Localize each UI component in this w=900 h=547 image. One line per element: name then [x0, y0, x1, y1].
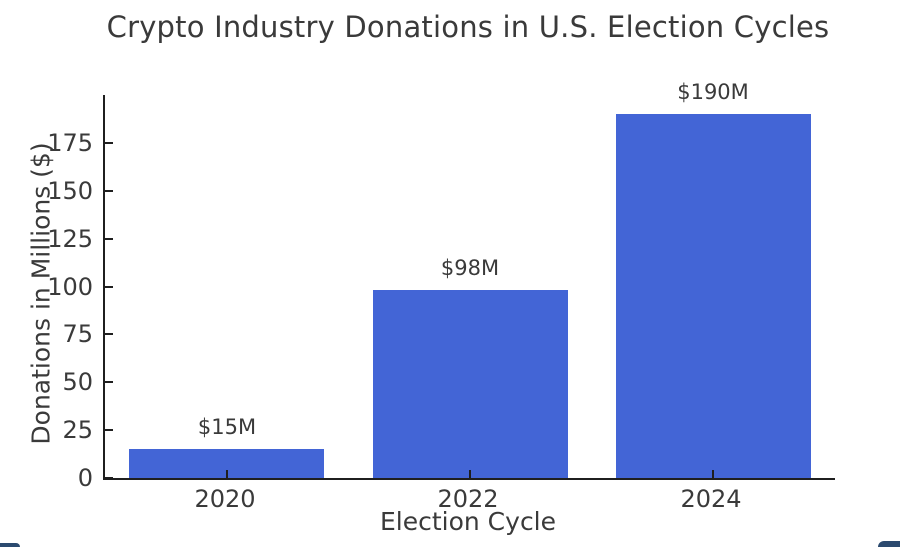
y-tick-label: 100: [47, 272, 93, 301]
bar-value-label: $190M: [677, 80, 749, 104]
y-tick-mark: [105, 237, 113, 240]
y-tick-label: 125: [47, 224, 93, 253]
y-tick-label: 75: [62, 320, 93, 349]
bar-value-label: $98M: [440, 256, 500, 280]
x-tick-mark: [712, 470, 714, 478]
bar-value-label: $15M: [197, 415, 257, 439]
y-tick-label: 25: [62, 416, 93, 445]
y-tick-mark: [105, 333, 113, 336]
y-tick-mark: [105, 381, 113, 384]
x-tick-mark: [226, 470, 228, 478]
y-tick-label: 175: [47, 128, 93, 157]
y-tick-mark: [105, 189, 113, 192]
y-tick-label: 50: [62, 368, 93, 397]
y-tick-label: 150: [47, 176, 93, 205]
bottom-left-accent: [0, 543, 20, 547]
x-tick-mark: [469, 470, 471, 478]
x-tick-label: 2024: [680, 485, 742, 513]
y-tick-mark: [105, 141, 113, 144]
chart-title: Crypto Industry Donations in U.S. Electi…: [106, 10, 830, 44]
y-tick-mark: [105, 477, 113, 479]
x-tick-label: 2022: [437, 485, 499, 513]
bar-2022: [373, 290, 568, 478]
plot-area: $15M $98M $190M: [103, 80, 835, 480]
y-tick-label: 0: [77, 464, 93, 492]
y-tick-mark: [105, 285, 113, 288]
y-tick-mark: [105, 429, 113, 432]
x-axis-label: Election Cycle: [379, 507, 557, 536]
bottom-right-accent: [878, 541, 900, 547]
bar-2024: [616, 114, 811, 478]
x-tick-label: 2020: [194, 485, 256, 513]
